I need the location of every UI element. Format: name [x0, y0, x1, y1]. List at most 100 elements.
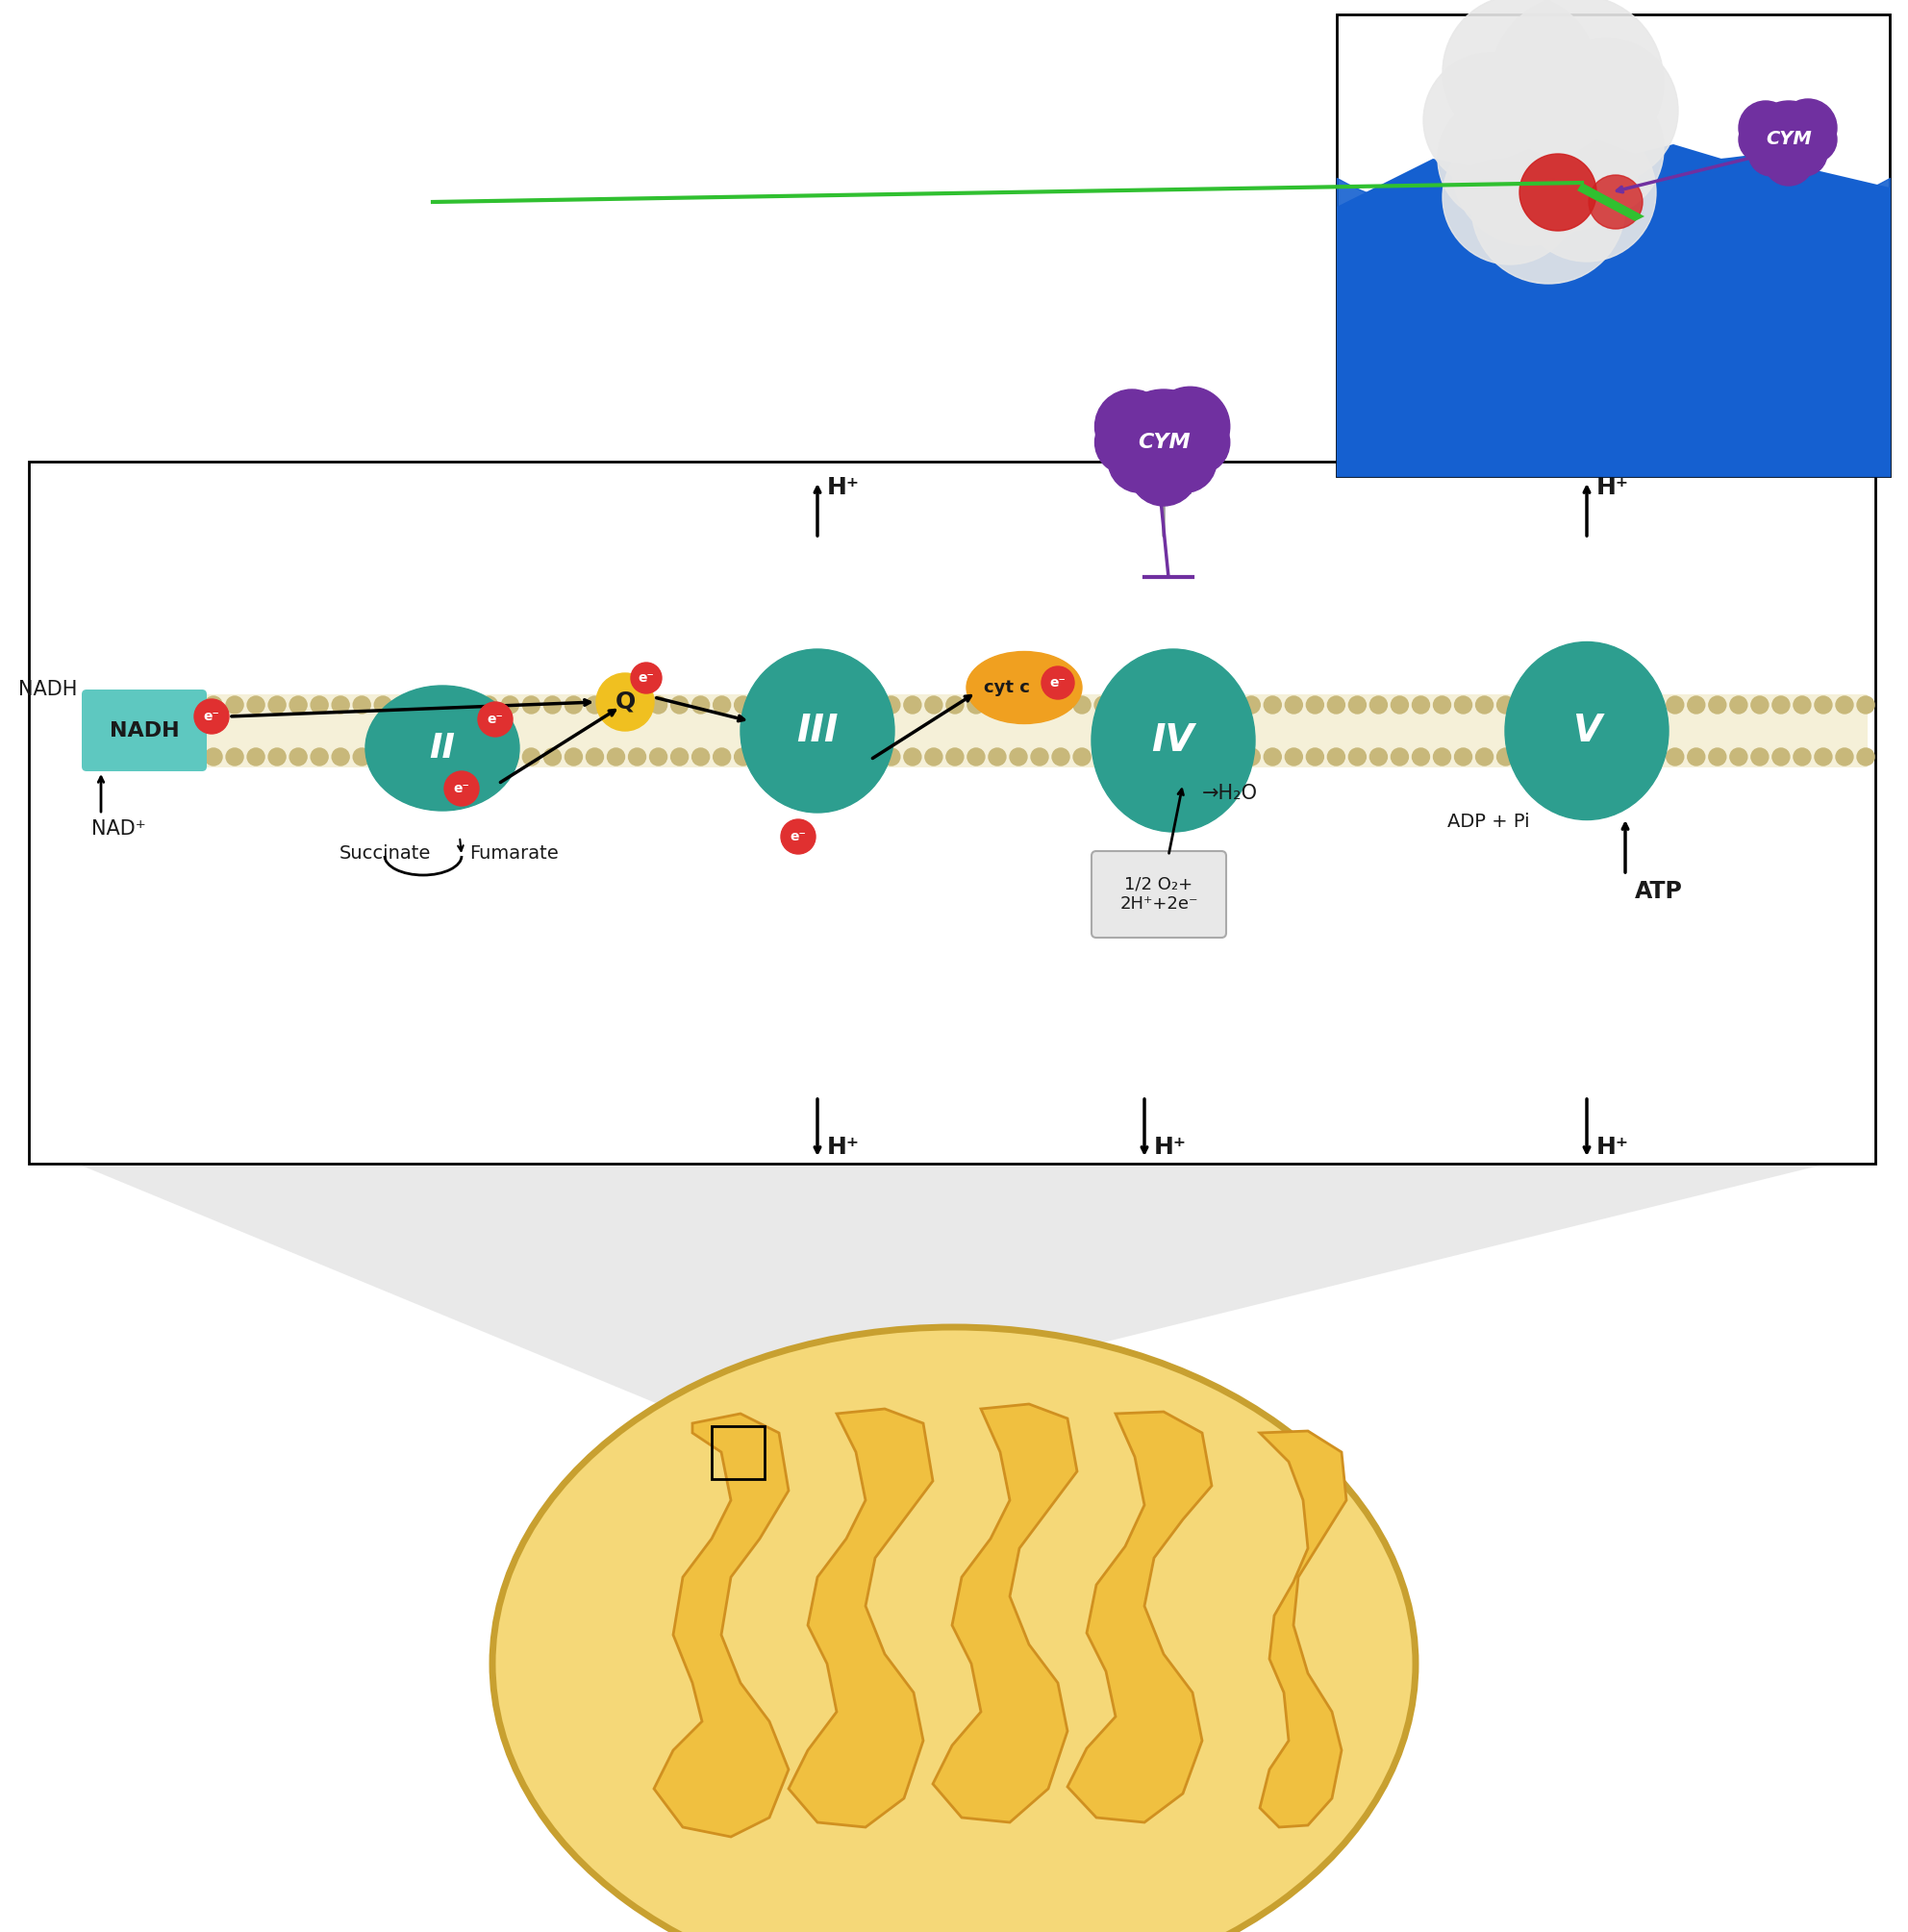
Circle shape	[819, 748, 836, 765]
FancyBboxPatch shape	[29, 462, 1876, 1163]
Polygon shape	[1067, 1412, 1212, 1822]
Circle shape	[290, 696, 307, 713]
Circle shape	[565, 748, 582, 765]
Text: e⁻: e⁻	[454, 782, 469, 796]
Circle shape	[1498, 696, 1515, 713]
Circle shape	[1370, 748, 1387, 765]
Circle shape	[988, 748, 1006, 765]
Circle shape	[204, 748, 221, 765]
Polygon shape	[519, 462, 1889, 475]
Circle shape	[1158, 696, 1175, 713]
Circle shape	[1051, 748, 1070, 765]
Circle shape	[693, 696, 710, 713]
Text: cyt c: cyt c	[985, 678, 1030, 696]
Circle shape	[988, 696, 1006, 713]
Circle shape	[353, 748, 370, 765]
Polygon shape	[1338, 139, 1889, 475]
Circle shape	[946, 748, 964, 765]
Ellipse shape	[967, 651, 1082, 724]
Text: e⁻: e⁻	[637, 670, 654, 684]
Circle shape	[1151, 386, 1231, 466]
Circle shape	[1561, 696, 1578, 713]
Text: NAD⁺: NAD⁺	[92, 819, 145, 838]
Circle shape	[1349, 748, 1366, 765]
Polygon shape	[1578, 184, 1645, 220]
Circle shape	[269, 696, 286, 713]
Circle shape	[1815, 748, 1832, 765]
Circle shape	[1687, 748, 1706, 765]
Circle shape	[780, 819, 815, 854]
Circle shape	[1179, 748, 1196, 765]
Circle shape	[672, 748, 689, 765]
Circle shape	[1710, 696, 1727, 713]
Circle shape	[311, 748, 328, 765]
Text: CYM: CYM	[1137, 433, 1191, 452]
Circle shape	[523, 696, 540, 713]
Ellipse shape	[1091, 649, 1255, 833]
Circle shape	[1051, 696, 1070, 713]
Circle shape	[1603, 748, 1620, 765]
Circle shape	[777, 748, 794, 765]
Circle shape	[1130, 437, 1198, 506]
Circle shape	[523, 748, 540, 765]
Text: Fumarate: Fumarate	[469, 844, 559, 862]
Circle shape	[1773, 748, 1790, 765]
Text: H⁺: H⁺	[1154, 1136, 1187, 1159]
Circle shape	[1794, 696, 1811, 713]
Polygon shape	[788, 1408, 933, 1828]
Circle shape	[1835, 748, 1853, 765]
Circle shape	[1328, 748, 1345, 765]
Circle shape	[1221, 748, 1238, 765]
Circle shape	[862, 748, 880, 765]
Circle shape	[1221, 696, 1238, 713]
Circle shape	[353, 696, 370, 713]
Circle shape	[1519, 748, 1536, 765]
Circle shape	[479, 701, 513, 736]
Circle shape	[586, 696, 603, 713]
Circle shape	[1095, 696, 1112, 713]
Circle shape	[1074, 748, 1091, 765]
Circle shape	[1710, 748, 1727, 765]
Circle shape	[1666, 696, 1683, 713]
Circle shape	[777, 696, 794, 713]
Circle shape	[1263, 748, 1282, 765]
Circle shape	[481, 748, 498, 765]
Circle shape	[798, 748, 815, 765]
Circle shape	[1412, 748, 1429, 765]
Circle shape	[195, 699, 229, 734]
Circle shape	[862, 696, 880, 713]
Text: V: V	[1572, 713, 1601, 750]
Circle shape	[1391, 748, 1408, 765]
Text: e⁻: e⁻	[204, 709, 219, 723]
FancyBboxPatch shape	[1338, 14, 1889, 475]
Circle shape	[1475, 696, 1494, 713]
Circle shape	[1519, 696, 1536, 713]
Text: →H₂O: →H₂O	[1202, 784, 1257, 804]
Circle shape	[374, 748, 391, 765]
Circle shape	[1242, 748, 1259, 765]
Circle shape	[1110, 390, 1217, 495]
Circle shape	[311, 696, 328, 713]
Circle shape	[481, 696, 498, 713]
Ellipse shape	[366, 686, 519, 811]
Circle shape	[1242, 696, 1259, 713]
Polygon shape	[76, 1163, 1828, 1426]
Circle shape	[416, 748, 433, 765]
Circle shape	[1645, 696, 1662, 713]
Circle shape	[586, 748, 603, 765]
Circle shape	[595, 672, 654, 730]
Circle shape	[1467, 39, 1629, 203]
Circle shape	[1528, 81, 1664, 216]
Circle shape	[693, 748, 710, 765]
Circle shape	[1603, 696, 1620, 713]
Circle shape	[1137, 696, 1154, 713]
Circle shape	[1158, 748, 1175, 765]
Circle shape	[445, 771, 479, 806]
Text: H⁺: H⁺	[1173, 475, 1206, 498]
FancyBboxPatch shape	[191, 694, 1868, 767]
Circle shape	[967, 696, 985, 713]
Circle shape	[1624, 696, 1641, 713]
Circle shape	[1200, 748, 1217, 765]
Circle shape	[1750, 100, 1828, 178]
Circle shape	[1763, 135, 1815, 185]
